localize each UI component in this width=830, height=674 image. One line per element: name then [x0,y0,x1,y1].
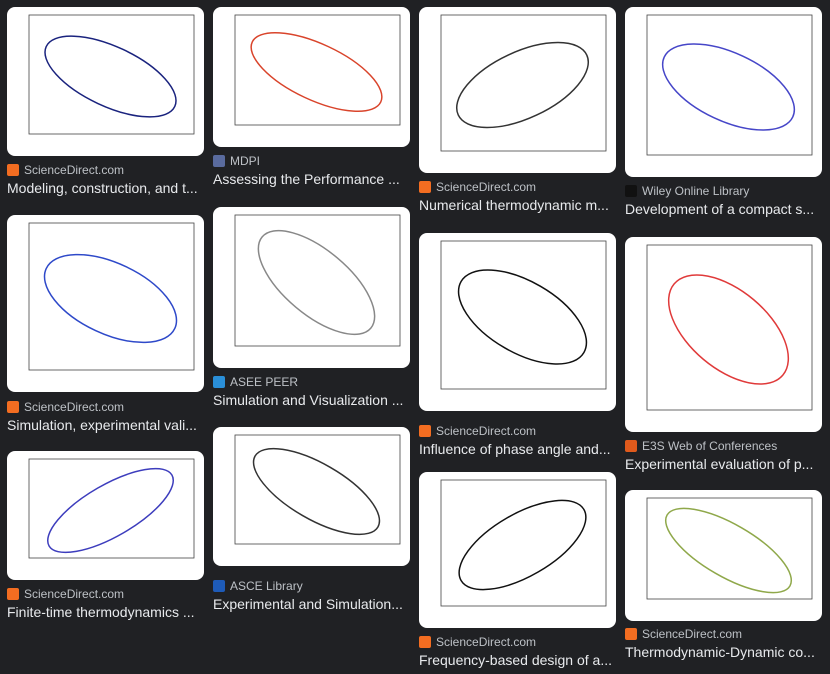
source[interactable]: Wiley Online Library [625,184,749,198]
source[interactable]: ASCE Library [213,579,303,593]
result-title[interactable]: Influence of phase angle and... [419,441,611,457]
plot-curve [44,35,177,118]
thumbnail[interactable] [419,472,616,628]
source[interactable]: ScienceDirect.com [625,627,742,641]
source-name: ScienceDirect.com [436,424,537,438]
favicon [625,185,637,197]
result-title[interactable]: Frequency-based design of a... [419,652,613,668]
source-name: E3S Web of Conferences [642,439,778,453]
plot-curve [252,447,381,536]
result-title[interactable]: Development of a compact s... [625,201,815,217]
source[interactable]: ScienceDirect.com [7,400,124,414]
source[interactable]: ASEE PEER [213,375,298,389]
source-name: Wiley Online Library [642,184,750,198]
plot-frame [440,14,607,152]
result-title[interactable]: Experimental evaluation of p... [625,456,814,472]
source-name: MDPI [230,154,260,168]
source-name: ScienceDirect.com [24,400,125,414]
source[interactable]: ScienceDirect.com [419,180,536,194]
result-title[interactable]: Thermodynamic-Dynamic co... [625,644,815,660]
source-name: ScienceDirect.com [436,635,537,649]
plot-frame [646,497,813,600]
thumbnail[interactable] [7,451,204,580]
favicon [213,155,225,167]
plot-frame [646,14,813,156]
favicon [419,425,431,437]
plot-curve [455,41,590,129]
thumbnail[interactable] [7,7,204,156]
thumbnail[interactable] [213,427,410,566]
plot-image [440,240,607,390]
source-name: ScienceDirect.com [24,587,125,601]
thumbnail[interactable] [625,490,822,621]
plot-frame [28,14,195,135]
plot-image [234,214,401,347]
thumbnail[interactable] [625,237,822,432]
plot-frame [440,479,607,607]
plot-image [646,14,813,156]
plot-frame [28,458,195,559]
plot-curve [457,269,588,365]
plot-image [28,458,195,559]
thumbnail[interactable] [213,207,410,368]
plot-frame [234,214,401,347]
plot-frame [234,14,401,126]
favicon [213,580,225,592]
favicon [625,440,637,452]
source[interactable]: ScienceDirect.com [7,587,124,601]
result-title[interactable]: Numerical thermodynamic m... [419,197,609,213]
plot-curve [250,31,383,113]
plot-frame [440,240,607,390]
result-title[interactable]: Experimental and Simulation... [213,596,403,612]
plot-curve [664,507,793,594]
plot-frame [28,222,195,371]
plot-image [440,479,607,607]
plot-curve [667,274,790,385]
plot-image [234,434,401,545]
source[interactable]: MDPI [213,154,260,168]
source-name: ScienceDirect.com [24,163,125,177]
plot-image [646,244,813,411]
result-title[interactable]: Modeling, construction, and t... [7,180,198,196]
plot-image [440,14,607,152]
result-title[interactable]: Simulation, experimental vali... [7,417,197,433]
plot-frame [234,434,401,545]
favicon [419,636,431,648]
favicon [213,376,225,388]
source-name: ASCE Library [230,579,303,593]
thumbnail[interactable] [625,7,822,177]
plot-image [28,222,195,371]
plot-frame [646,244,813,411]
source[interactable]: ScienceDirect.com [7,163,124,177]
plot-curve [257,229,376,336]
source[interactable]: E3S Web of Conferences [625,439,777,453]
result-title[interactable]: Assessing the Performance ... [213,171,400,187]
source-name: ScienceDirect.com [642,627,743,641]
thumbnail[interactable] [419,233,616,411]
plot-curve [43,253,178,344]
plot-image [28,14,195,135]
favicon [625,628,637,640]
favicon [7,164,19,176]
plot-curve [46,467,175,554]
favicon [7,588,19,600]
result-title[interactable]: Finite-time thermodynamics ... [7,604,195,620]
source-name: ScienceDirect.com [436,180,537,194]
source[interactable]: ScienceDirect.com [419,424,536,438]
plot-curve [458,499,587,591]
source-name: ASEE PEER [230,375,299,389]
result-title[interactable]: Simulation and Visualization ... [213,392,404,408]
thumbnail[interactable] [7,215,204,392]
plot-image [234,14,401,126]
plot-image [646,497,813,600]
thumbnail[interactable] [213,7,410,147]
plot-curve [661,43,796,131]
thumbnail[interactable] [419,7,616,173]
favicon [7,401,19,413]
favicon [419,181,431,193]
source[interactable]: ScienceDirect.com [419,635,536,649]
